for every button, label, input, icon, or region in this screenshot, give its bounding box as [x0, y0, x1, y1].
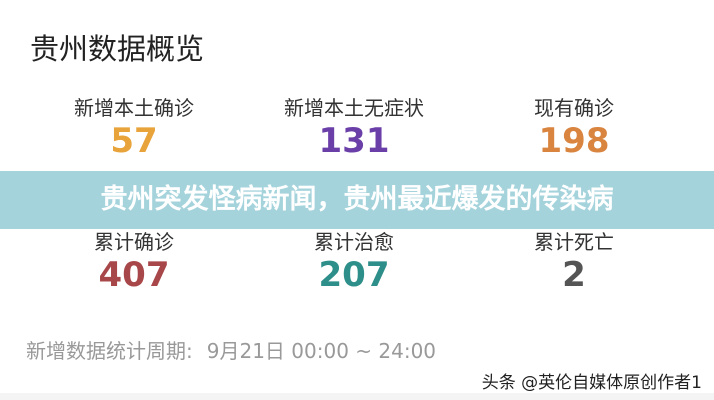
stat-label: 累计确诊 [94, 230, 174, 254]
stat-period-value: 9月21日 00:00 ~ 24:00 [206, 339, 437, 363]
stat-period: 新增数据统计周期: 9月21日 00:00 ~ 24:00 [26, 335, 450, 364]
bottom-divider [0, 393, 714, 400]
stat-total-confirmed: 累计确诊 407 [24, 226, 244, 295]
stat-new-local-asymptomatic: 新增本土无症状 131 [244, 92, 464, 161]
watermark: 头条 @英伦自媒体原创作者1 [481, 373, 702, 393]
stat-label: 累计死亡 [534, 230, 614, 254]
stat-new-local-confirmed: 新增本土确诊 57 [24, 92, 244, 161]
stat-value: 407 [98, 255, 170, 295]
stat-label: 现有确诊 [534, 96, 614, 120]
stat-value: 131 [318, 121, 390, 161]
page-title: 贵州数据概览 [30, 32, 205, 66]
stat-value: 198 [538, 121, 610, 161]
stat-period-label: 新增数据统计周期: [26, 339, 193, 363]
stat-label: 新增本土无症状 [284, 96, 424, 120]
headline-banner: 贵州突发怪病新闻，贵州最近爆发的传染病 [0, 171, 714, 229]
stat-value: 57 [110, 121, 158, 161]
stat-total-deaths: 累计死亡 2 [464, 226, 684, 295]
headline-text: 贵州突发怪病新闻，贵州最近爆发的传染病 [100, 184, 614, 215]
stat-label: 累计治愈 [314, 230, 394, 254]
stat-value: 207 [318, 255, 390, 295]
stat-label: 新增本土确诊 [74, 96, 194, 120]
stat-total-cured: 累计治愈 207 [244, 226, 464, 295]
stat-current-confirmed: 现有确诊 198 [464, 92, 684, 161]
stat-value: 2 [562, 255, 586, 295]
